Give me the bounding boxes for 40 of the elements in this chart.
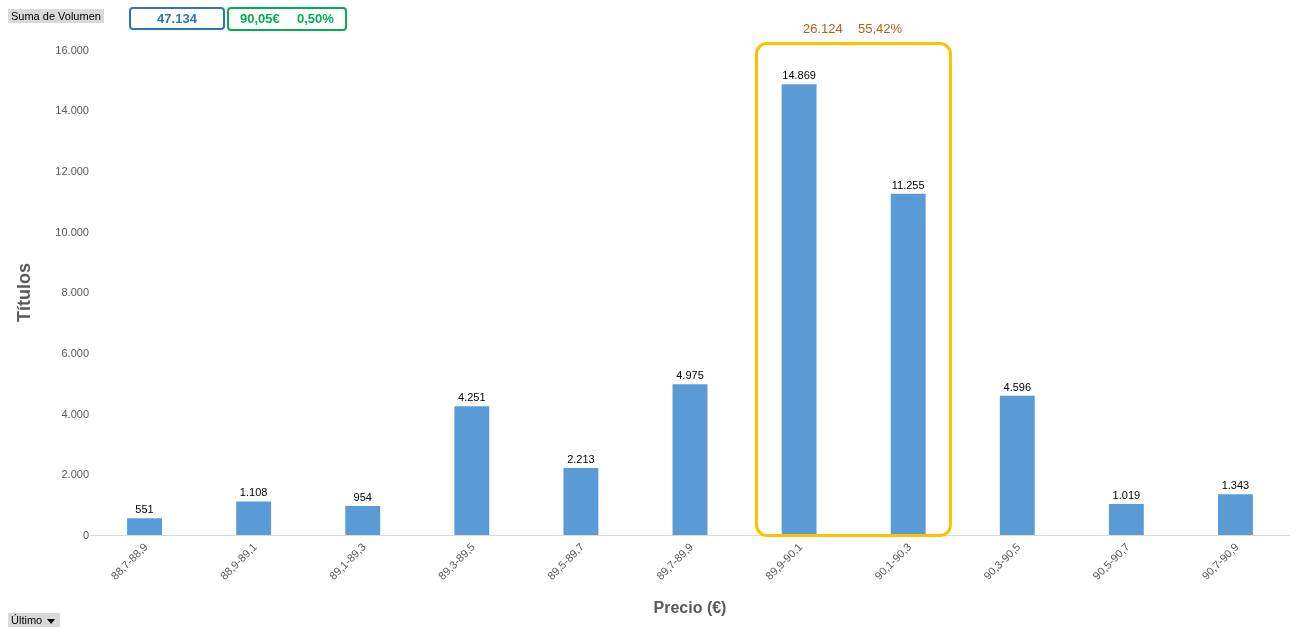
text: 55,42%	[858, 21, 903, 36]
bar	[781, 84, 817, 535]
y-tick-label: 10.000	[55, 225, 89, 238]
x-axis-title: Precio (€)	[653, 598, 727, 616]
bar	[1108, 504, 1144, 535]
data-label: 14.869	[782, 69, 816, 82]
data-label: 954	[353, 491, 372, 504]
y-tick-label: 12.000	[55, 165, 89, 178]
data-label: 1.343	[1221, 479, 1250, 492]
bar	[563, 467, 599, 535]
text: 90,05€	[240, 11, 280, 26]
data-label: 2.213	[567, 452, 595, 465]
y-axis-title: Títulos	[13, 263, 34, 322]
data-label: 4.251	[458, 391, 486, 404]
bar	[1218, 494, 1253, 535]
y-tick-label: 2.000	[61, 468, 89, 481]
text: 0,50%	[297, 11, 334, 26]
text: Suma de Volumen	[11, 10, 101, 22]
bar	[454, 406, 490, 535]
y-tick-label: 8.000	[61, 286, 89, 299]
data-label: 4.596	[1003, 380, 1032, 393]
bar	[672, 384, 708, 535]
bar	[890, 193, 926, 535]
data-label: 1.108	[239, 486, 268, 499]
text: 47.134	[157, 11, 197, 26]
y-tick-label: 4.000	[61, 407, 89, 420]
data-label: 4.975	[676, 369, 704, 382]
y-tick-label: 6.000	[61, 346, 89, 359]
text: Último	[11, 614, 43, 626]
y-tick-label: 16.000	[55, 43, 89, 56]
bar	[236, 501, 272, 535]
data-label: 11.255	[891, 178, 925, 191]
data-label: 551	[135, 503, 154, 516]
y-tick-label: 0	[82, 528, 89, 541]
bar	[345, 506, 381, 535]
bar	[127, 518, 162, 535]
text: 26.124	[803, 21, 843, 36]
data-label: 1.019	[1112, 489, 1141, 502]
bar	[999, 395, 1035, 535]
y-tick-label: 14.000	[55, 104, 89, 117]
